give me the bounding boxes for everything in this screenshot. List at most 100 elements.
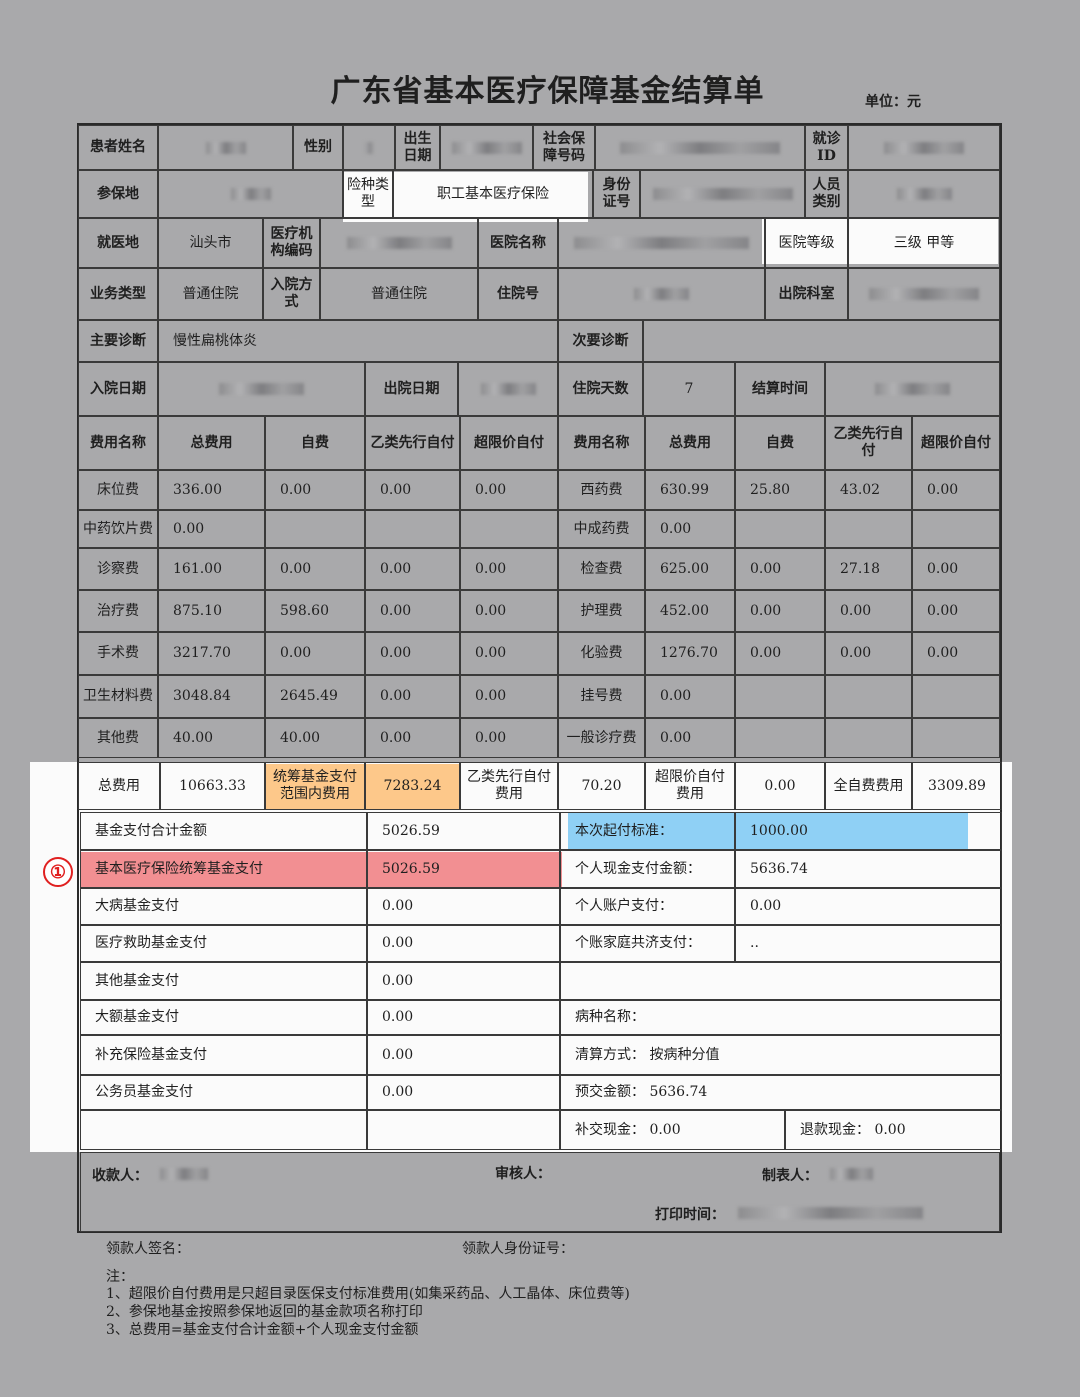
fee-value [825,675,912,718]
fee-value: 0.00 [365,548,460,590]
fee-value: 452.00 [645,590,735,632]
fund-label: 基金支付合计金额 [80,812,367,850]
insurance-type-highlight [343,172,588,222]
fee-value [912,675,1000,718]
fee-value [460,510,558,548]
label-account: 个人账户支付： [560,888,735,925]
fee-header: 总费用 [158,416,265,470]
fee-value: 0.00 [912,590,1000,632]
redacted-value [160,1168,208,1180]
label-main-diag: 主要诊断 [78,320,158,362]
person-type [848,170,1000,218]
business-type: 普通住院 [158,268,263,320]
label-hospital-level: 医院等级 [765,218,848,268]
fund-value: 5026.59 [367,812,560,850]
empty-cell [80,1110,367,1150]
fee-name: 床位费 [78,470,158,510]
fee-value: 3048.84 [158,675,265,718]
label-person-type: 人员类别 [805,170,848,218]
fee-header: 超限价自付 [912,416,1000,470]
empty-cell [367,1110,560,1150]
fee-value: 0.00 [735,590,825,632]
insurance-type: 职工基本医疗保险 [393,170,593,218]
recipient-sign-label: 领款人签名： [106,1241,190,1257]
admission-mode: 普通住院 [320,268,478,320]
fee-value: 0.00 [912,632,1000,675]
annotation-marker: ① [43,857,73,887]
label-admission-mode: 入院方式 [263,268,320,320]
fee-value: 0.00 [365,718,460,758]
fee-value: 0.00 [645,718,735,758]
redacted-value [652,188,793,200]
redacted-value [875,383,950,395]
label-treat-place: 就医地 [78,218,158,268]
fee-value [265,510,365,548]
label-second-diag: 次要诊断 [558,320,643,362]
fee-value: 0.00 [825,590,912,632]
footer-box [80,1152,1000,1232]
fee-name: 卫生材料费 [78,675,158,718]
fee-name: 治疗费 [78,590,158,632]
org-code [320,218,478,268]
fee-value: 0.00 [460,718,558,758]
label-deductible: 本次起付标准： [560,812,735,850]
note-item: 2、参保地基金按照参保地返回的基金款项名称打印 [106,1304,423,1320]
fee-value: 0.00 [158,510,265,548]
main-diagnosis: 慢性扁桃体炎 [158,320,558,362]
redacted-value [219,383,304,395]
fee-value: 40.00 [158,718,265,758]
patient-name [158,125,293,170]
redacted-value [738,1207,923,1219]
label-ssn: 社会保障号码 [533,125,595,170]
refund-cash: 退款现金： 0.00 [785,1110,1002,1150]
fund-label: 基本医疗保险统筹基金支付 [80,850,367,888]
totals-class-b-label: 乙类先行自付费用 [460,762,558,810]
prepaid-amount: 预交金额： 5636.74 [560,1075,1002,1110]
fee-header: 总费用 [645,416,735,470]
redacted-value [451,141,522,154]
label-business-type: 业务类型 [78,268,158,320]
fee-name: 中药饮片费 [78,510,158,548]
fee-name: 西药费 [558,470,645,510]
cash-value: 5636.74 [735,850,1002,888]
fee-header: 乙类先行自付 [365,416,460,470]
fee-header: 超限价自付 [460,416,558,470]
fee-value [825,718,912,758]
redacted-value [480,383,536,395]
deductible-highlight [568,812,968,849]
fund-label: 大病基金支付 [80,888,367,925]
settle-time [825,362,1000,416]
fee-name: 挂号费 [558,675,645,718]
family-value: .. [735,925,1002,962]
inpatient-days: 7 [643,362,735,416]
pooled-fund-highlight [80,852,562,889]
fee-value [735,675,825,718]
redacted-value [365,141,373,154]
fee-value [735,718,825,758]
label-cash: 个人现金支付金额： [560,850,735,888]
fee-name: 一般诊疗费 [558,718,645,758]
fee-name: 中成药费 [558,510,645,548]
disease-name: 病种名称： [560,1000,1002,1035]
fee-name: 其他费 [78,718,158,758]
fund-label: 其他基金支付 [80,962,367,1000]
fee-header: 乙类先行自付 [825,416,912,470]
fee-value: 0.00 [365,590,460,632]
fee-value: 0.00 [645,510,735,548]
fund-value: 0.00 [367,962,560,1000]
fee-value: 3217.70 [158,632,265,675]
treat-place: 汕头市 [158,218,263,268]
fund-value: 0.00 [367,925,560,962]
ssn [595,125,805,170]
fee-name: 检查费 [558,548,645,590]
totals-over-limit: 0.00 [735,762,825,810]
label-discharge-dept: 出院科室 [765,268,848,320]
fee-name: 护理费 [558,590,645,632]
hospital-name [558,218,765,268]
label-insurance-type: 险种类型 [343,170,393,218]
label-admit-date: 入院日期 [78,362,158,416]
empty-cell [560,962,1002,1000]
fund-value: 0.00 [367,1000,560,1035]
deductible-value: 1000.00 [735,812,1002,850]
label-gender: 性别 [293,125,343,170]
